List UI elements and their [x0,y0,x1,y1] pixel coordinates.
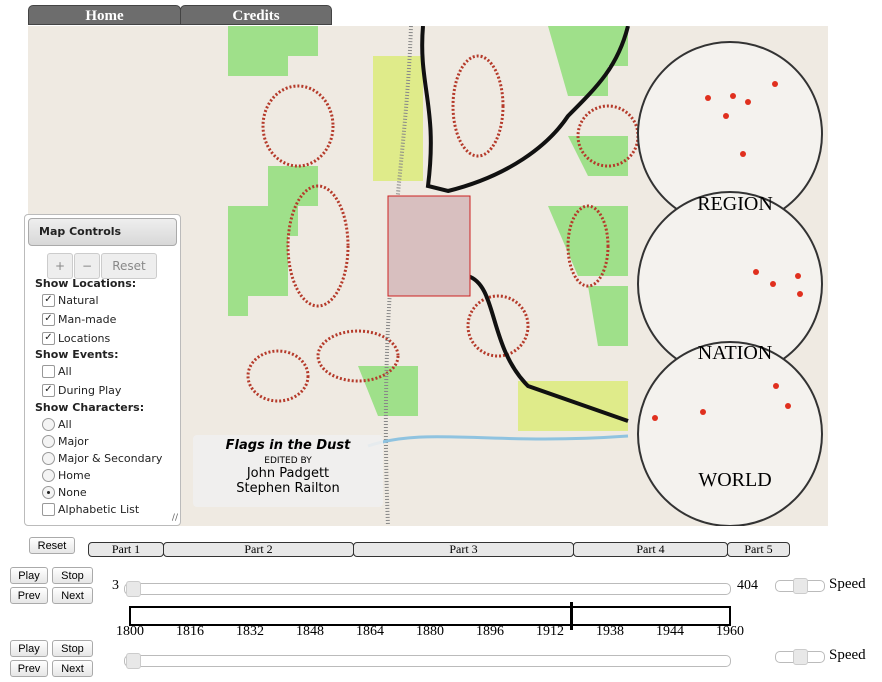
prev-button-2[interactable]: Prev [10,660,48,677]
edited-by: EDITED BY [264,456,312,466]
river [367,434,629,448]
year-label: 1944 [656,624,684,639]
stop-button-2[interactable]: Stop [52,640,93,657]
next-button[interactable]: Next [52,587,93,604]
book-title-box: Flags in the Dust EDITED BY John Padgett… [193,435,383,507]
year-label: 1864 [356,624,384,639]
year-label: 1912 [536,624,564,639]
part-1[interactable]: Part 1 [88,542,164,557]
speed-slider-2[interactable] [775,649,825,665]
prev-button[interactable]: Prev [10,587,48,604]
radio-none[interactable]: None [42,486,87,499]
tab-credits[interactable]: Credits [180,5,332,25]
editor-2: Stephen Railton [236,481,340,496]
stop-button[interactable]: Stop [52,567,93,584]
zoom-in-button[interactable]: + [47,253,73,279]
hills [246,54,640,403]
zoom-out-button[interactable]: − [74,253,100,279]
resize-handle[interactable]: // [171,513,178,523]
map-controls-panel: Map Controls + − Reset Show Locations: ✓… [24,214,181,526]
checkbox-man-made[interactable]: ✓ Man-made [42,313,116,326]
play-button-2[interactable]: Play [10,640,48,657]
map-controls-header[interactable]: Map Controls [28,218,177,246]
checkbox-alphabetic-list[interactable]: Alphabetic List [42,503,139,516]
page-min: 3 [112,578,119,593]
year-label: 1848 [296,624,324,639]
location-markers [652,81,803,421]
speed-slider[interactable] [775,578,825,594]
part-4[interactable]: Part 4 [573,542,728,557]
radio-home[interactable]: Home [42,469,90,482]
map-drawing: REGION NATION WORLD [228,25,823,527]
page-slider[interactable] [124,581,731,597]
radio-major[interactable]: Major [42,435,89,448]
year-marker[interactable] [570,602,574,630]
speed-label: Speed [829,576,866,592]
checkbox-natural[interactable]: ✓ Natural [42,294,99,307]
globe-world[interactable] [637,341,823,527]
part-3[interactable]: Part 3 [353,542,574,557]
year-label: 1938 [596,624,624,639]
timeline-reset-button[interactable]: Reset [29,537,75,554]
fields [373,56,628,431]
checkbox-during-play[interactable]: ✓ During Play [42,384,121,397]
road [467,274,629,423]
year-label: 1960 [716,624,744,639]
editor-1: John Padgett [246,466,330,481]
checkbox-locations[interactable]: ✓ Locations [42,332,110,345]
globe-world-label: WORLD [698,469,771,491]
year-label: 1800 [116,624,144,639]
characters-label: Show Characters: [35,401,145,414]
checkbox-events-all[interactable]: All [42,365,72,378]
year-label: 1880 [416,624,444,639]
speed-slider-2-thumb[interactable] [793,649,808,665]
book-title: Flags in the Dust [225,438,351,453]
tab-home[interactable]: Home [28,5,181,25]
year-label: 1896 [476,624,504,639]
events-label: Show Events: [35,348,119,361]
zoom-reset-button[interactable]: Reset [101,253,157,279]
speed-slider-thumb[interactable] [793,578,808,594]
year-slider-thumb[interactable] [126,653,141,669]
globe-region-label: REGION [697,193,773,215]
year-slider[interactable] [124,653,731,669]
radio-all[interactable]: All [42,418,72,431]
town [387,195,471,297]
page-slider-thumb[interactable] [126,581,141,597]
year-label: 1816 [176,624,204,639]
play-button[interactable]: Play [10,567,48,584]
year-label: 1832 [236,624,264,639]
speed-label-2: Speed [829,647,866,663]
next-button-2[interactable]: Next [52,660,93,677]
locations-label: Show Locations: [35,277,137,290]
globe-nation-label: NATION [698,342,772,364]
radio-major-secondary[interactable]: Major & Secondary [42,452,162,465]
page-max: 404 [737,578,758,593]
year-timeline[interactable] [129,606,731,626]
part-5[interactable]: Part 5 [727,542,790,557]
road [420,25,630,194]
part-2[interactable]: Part 2 [163,542,354,557]
